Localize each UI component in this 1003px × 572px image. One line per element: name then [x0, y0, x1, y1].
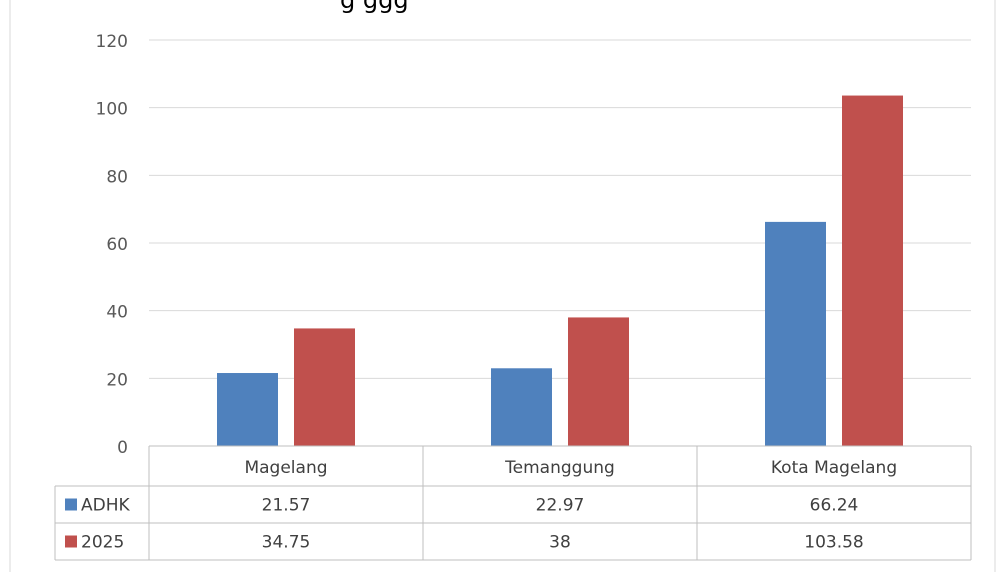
y-tick-label: 80 [106, 167, 128, 187]
bar-adhk-temanggung [491, 368, 552, 446]
data-label: 34.75 [262, 533, 311, 553]
y-tick-label: 20 [106, 370, 128, 390]
chart-title-fragment: g ggg [340, 0, 409, 14]
gridlines [149, 39, 971, 379]
bars [217, 95, 903, 447]
data-label: 21.57 [262, 496, 311, 516]
bar-adhk-magelang [217, 373, 278, 446]
bar-adhk-kota-magelang [765, 221, 826, 446]
legend-label-adhk: ADHK [81, 496, 131, 516]
y-tick-label: 60 [106, 235, 128, 255]
legend-key-adhk [65, 498, 77, 511]
bar-2025-kota-magelang [842, 95, 903, 447]
data-table: Magelang Temanggung Kota Magelang ADHK 21.57… [54, 445, 972, 561]
legend-key-2025 [65, 535, 77, 548]
bar-2025-temanggung [568, 317, 629, 446]
y-tick-label: 0 [117, 438, 128, 458]
data-label: 38 [549, 533, 571, 553]
data-label: 103.58 [804, 533, 863, 553]
bar-2025-magelang [294, 328, 355, 446]
category-label: Magelang [244, 458, 327, 478]
data-label: 22.97 [536, 496, 585, 516]
category-label: Temanggung [504, 458, 615, 478]
y-tick-label: 100 [96, 100, 128, 120]
legend-label-2025: 2025 [81, 533, 124, 553]
category-label: Kota Magelang [771, 458, 897, 478]
y-tick-label: 120 [96, 32, 128, 52]
y-axis: 0 20 40 60 80 100 120 [96, 32, 128, 458]
data-label: 66.24 [810, 496, 859, 516]
chart-frame [9, 0, 996, 572]
y-tick-label: 40 [106, 303, 128, 323]
